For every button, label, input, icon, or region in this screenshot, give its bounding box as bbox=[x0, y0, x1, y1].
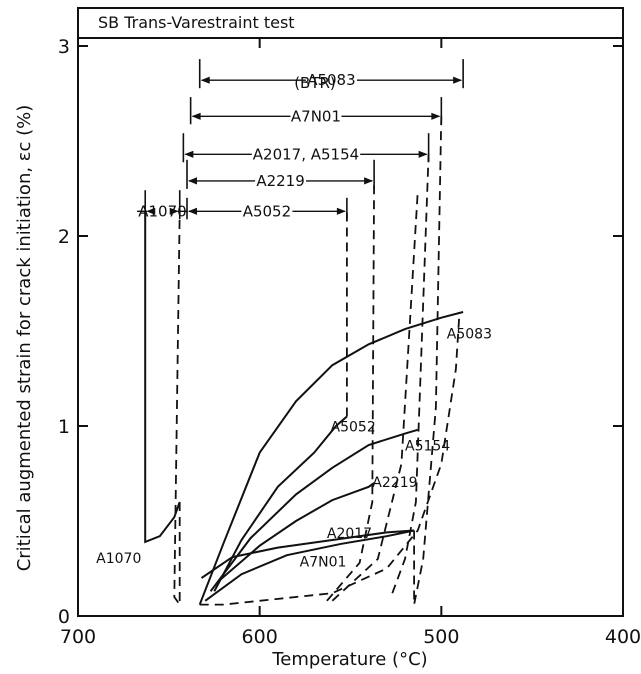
btr-header: (BTR) bbox=[294, 74, 336, 92]
plot-frame bbox=[77, 7, 624, 617]
dashed-curve bbox=[326, 180, 375, 602]
dashed-curve bbox=[413, 116, 443, 605]
arrow-head bbox=[431, 112, 441, 120]
series-label: A5052 bbox=[331, 420, 376, 436]
solid-curve bbox=[217, 482, 375, 583]
axis-ticks: 700 600 500 400 0 1 2 3 bbox=[58, 36, 641, 648]
btr-label: A2017, A5154 bbox=[253, 145, 359, 163]
arrow-head bbox=[169, 207, 179, 215]
btr-ranges: A5083 A7N01 A2017, A5154 A2219 A5052 A1070 bbox=[136, 59, 464, 220]
arrow-head bbox=[418, 150, 428, 158]
series-a2017: A2017 bbox=[200, 154, 430, 594]
y-tick-label: 1 bbox=[58, 416, 70, 438]
series-a5052: A5052 bbox=[213, 211, 376, 592]
solid-curve bbox=[144, 211, 181, 544]
btr-range: A5083 bbox=[198, 59, 464, 89]
series-label: A2219 bbox=[372, 475, 417, 491]
btr-range: A5052 bbox=[186, 197, 348, 220]
arrow-head bbox=[188, 207, 197, 215]
chart-title: SB Trans-Varestraint test bbox=[98, 13, 295, 32]
solid-curve bbox=[198, 311, 464, 605]
btr-label: A7N01 bbox=[291, 107, 341, 125]
series-a5083: A5083 bbox=[198, 311, 492, 606]
y-tick-label: 3 bbox=[58, 36, 70, 58]
solid-curve bbox=[213, 415, 348, 592]
dashed-curve bbox=[391, 154, 430, 594]
x-tick-label: 400 bbox=[605, 626, 641, 648]
series-a1070: A1070 bbox=[96, 211, 181, 608]
series-label: A7N01 bbox=[300, 555, 347, 571]
arrow-head bbox=[336, 207, 346, 215]
series-a7n01: A7N01 bbox=[204, 116, 443, 605]
arrow-head bbox=[364, 177, 374, 185]
dashed-curve bbox=[173, 211, 181, 608]
arrow-head bbox=[146, 207, 156, 215]
btr-label: A2219 bbox=[256, 172, 304, 190]
arrow-head bbox=[453, 76, 463, 84]
x-axis-title: Temperature (°C) bbox=[271, 649, 427, 670]
x-tick-label: 600 bbox=[242, 626, 278, 648]
arrow-head bbox=[188, 177, 197, 185]
btr-label: A5052 bbox=[243, 202, 291, 220]
series-a2219: A2219 bbox=[217, 180, 418, 602]
x-tick-label: 500 bbox=[423, 626, 459, 648]
y-axis-title: Critical augmented strain for crack init… bbox=[14, 105, 35, 572]
solid-curve bbox=[204, 529, 415, 602]
btr-range: A2017, A5154 bbox=[182, 133, 430, 163]
series-label: A1070 bbox=[96, 551, 141, 567]
series-a5154: A5154 bbox=[209, 192, 450, 602]
series-label: A5154 bbox=[405, 439, 450, 455]
dashed-curve bbox=[331, 192, 419, 602]
series-group: A5083 A5052 A5154 A2219 A2017 A7N01 A1070 bbox=[96, 116, 492, 608]
y-tick-label: 2 bbox=[58, 226, 70, 248]
btr-label: A5083 bbox=[307, 71, 355, 89]
arrow-head bbox=[191, 112, 201, 120]
arrow-head bbox=[184, 150, 194, 158]
solid-curve bbox=[209, 428, 418, 592]
arrow-head bbox=[200, 76, 210, 84]
dashed-curve bbox=[199, 311, 461, 606]
btr-range: A2219 bbox=[186, 159, 375, 190]
solid-curve bbox=[200, 529, 415, 579]
series-label: A5083 bbox=[447, 327, 492, 343]
btr-range: A7N01 bbox=[189, 97, 443, 125]
x-tick-label: 700 bbox=[60, 626, 96, 648]
btr-label: A1070 bbox=[138, 202, 186, 220]
series-label: A2017 bbox=[327, 526, 372, 542]
y-tick-label: 0 bbox=[58, 606, 70, 628]
